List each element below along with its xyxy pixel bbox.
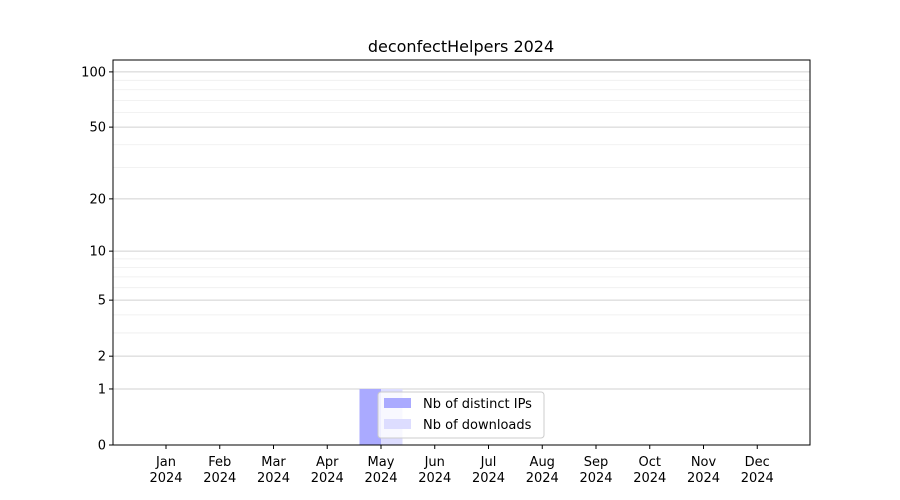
y-tick-label: 5 [98, 294, 106, 309]
x-tick-label: Jul 2024 [472, 455, 505, 486]
legend-box [377, 391, 545, 439]
x-tick-label: Feb 2024 [203, 455, 236, 486]
legend-swatch [384, 398, 411, 408]
x-tick-label: May 2024 [364, 455, 397, 486]
x-tick-label: Nov 2024 [687, 455, 720, 486]
chart-title: deconfectHelpers 2024 [368, 37, 554, 56]
y-tick-label: 50 [89, 121, 106, 136]
x-tick-label: Aug 2024 [526, 455, 559, 486]
y-tick-label: 2 [98, 350, 106, 365]
x-tick-label: Apr 2024 [311, 455, 344, 486]
x-tick-label: Mar 2024 [257, 455, 290, 486]
x-tick-label: Oct 2024 [633, 455, 666, 486]
axes-frame [112, 59, 811, 446]
y-tick-label: 20 [89, 192, 106, 207]
x-tick-label: Dec 2024 [741, 455, 774, 486]
y-tick-label: 0 [98, 439, 106, 454]
legend: Nb of distinct IPs Nb of downloads [377, 391, 545, 439]
x-tick-label: Jan 2024 [149, 455, 182, 486]
x-axis: Jan 2024 Feb 2024 Mar 2024 Apr 2024 May 2024 Jun 20… [149, 445, 774, 486]
bar-distinct-ips [359, 388, 381, 445]
y-tick-label: 10 [89, 245, 106, 260]
y-tick-label: 1 [98, 382, 106, 397]
x-tick-label: Jun 2024 [418, 455, 451, 486]
grid [113, 71, 810, 390]
legend-label: Nb of downloads [423, 418, 532, 433]
y-axis: 0 1 2 5 10 20 50 100 [81, 65, 113, 454]
y-tick-label: 100 [81, 65, 106, 80]
legend-swatch [384, 419, 411, 429]
x-tick-label: Sep 2024 [579, 455, 612, 486]
legend-label: Nb of distinct IPs [423, 397, 532, 412]
